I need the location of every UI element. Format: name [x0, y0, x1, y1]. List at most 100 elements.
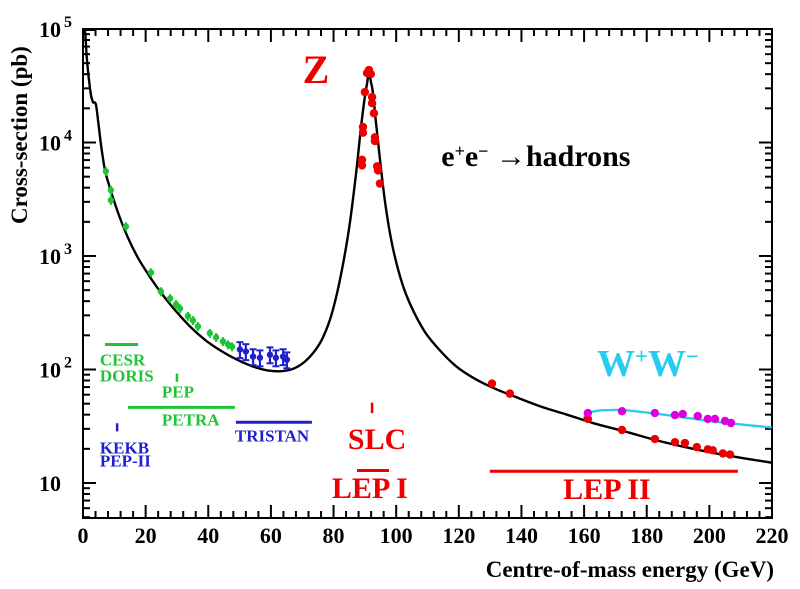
doris-label: DORIS: [99, 366, 154, 386]
data-point: [357, 161, 367, 170]
petra-label: PETRA: [161, 410, 220, 430]
data-point: [367, 98, 377, 108]
svg-text:220: 220: [756, 523, 789, 548]
z-resonance-label: Z: [302, 46, 330, 92]
svg-text:2: 2: [64, 355, 72, 372]
data-point: [670, 410, 680, 420]
svg-text:10: 10: [39, 471, 61, 496]
lep-slc-data-red: [357, 65, 735, 459]
svg-text:4: 4: [64, 128, 72, 145]
svg-text:0: 0: [78, 523, 89, 548]
x-axis-title: Centre-of-mass energy (GeV): [485, 557, 774, 582]
data-point: [242, 348, 250, 355]
data-point: [366, 69, 376, 79]
data-point: [369, 109, 379, 118]
data-point: [206, 329, 214, 337]
data-point: [172, 301, 180, 308]
data-point: [650, 434, 660, 444]
low-energy-data-green: [102, 167, 236, 352]
ww-label: W+W−: [596, 342, 699, 385]
data-point: [283, 356, 291, 363]
svg-text:200: 200: [693, 523, 726, 548]
data-point: [617, 407, 627, 416]
svg-text:10: 10: [39, 244, 61, 269]
data-point: [166, 295, 174, 302]
svg-text:5: 5: [64, 14, 72, 31]
data-point: [703, 414, 712, 424]
pep-label: PEP: [161, 382, 195, 402]
axis-ticks: [82, 29, 773, 519]
data-point: [617, 425, 627, 435]
svg-text:140: 140: [505, 523, 538, 548]
data-point: [693, 411, 702, 421]
data-point: [266, 351, 274, 358]
data-point: [583, 408, 593, 418]
data-point: [505, 389, 515, 398]
y-axis-title: Cross-section (pb): [7, 46, 32, 224]
data-point: [375, 179, 385, 188]
svg-text:10: 10: [39, 17, 61, 42]
data-point: [107, 186, 115, 194]
data-point: [725, 450, 735, 459]
svg-text:3: 3: [64, 241, 72, 258]
data-point: [360, 87, 370, 97]
data-point: [102, 168, 110, 175]
data-point: [583, 414, 593, 424]
data-point: [272, 354, 280, 361]
svg-text:100: 100: [380, 523, 413, 548]
tristan-data-blue: [236, 341, 291, 370]
data-point: [107, 197, 115, 204]
data-point: [367, 92, 377, 102]
svg-text:180: 180: [630, 523, 663, 548]
lep1-label: LEP I: [331, 471, 408, 505]
data-point: [487, 379, 497, 388]
data-point: [219, 338, 227, 345]
data-point: [678, 409, 687, 419]
data-point: [228, 343, 236, 350]
range-markers: [104, 343, 738, 473]
data-point: [122, 223, 130, 230]
plot-frame: [82, 28, 773, 519]
data-point: [370, 136, 380, 146]
slc-label: SLC: [347, 423, 407, 457]
svg-text:20: 20: [135, 523, 157, 548]
data-point: [692, 442, 702, 452]
data-point: [710, 414, 720, 424]
data-point: [194, 323, 202, 330]
data-point: [358, 128, 368, 137]
svg-text:10: 10: [39, 131, 61, 156]
data-point: [373, 166, 383, 175]
process-label: e+e− →hadrons: [441, 140, 631, 173]
data-point: [256, 354, 264, 361]
svg-text:80: 80: [323, 523, 345, 548]
pep2-label: PEP-II: [99, 451, 151, 471]
data-point: [726, 418, 736, 428]
ww-data-magenta: [583, 407, 736, 428]
data-point: [670, 437, 680, 447]
data-point: [157, 288, 165, 295]
data-point: [176, 305, 184, 312]
tristan-label: TRISTAN: [234, 426, 310, 446]
lep2-label: LEP II: [563, 472, 651, 506]
data-point: [236, 346, 244, 353]
data-point: [249, 353, 257, 360]
data-point: [189, 317, 197, 324]
svg-text:10: 10: [39, 358, 61, 383]
x-tick-labels: 0 20 40 60 80 100 120 140 160 180 200 220: [78, 523, 789, 548]
data-point: [650, 408, 660, 418]
kekb-label: KEKB: [99, 438, 150, 458]
data-point: [147, 269, 155, 276]
svg-text:120: 120: [442, 523, 475, 548]
cesr-label: CESR: [99, 350, 146, 370]
svg-text:60: 60: [260, 523, 282, 548]
data-point: [184, 312, 192, 320]
data-point: [680, 438, 690, 448]
svg-text:160: 160: [568, 523, 601, 548]
data-point: [718, 449, 728, 458]
data-point: [212, 334, 220, 341]
data-point: [708, 446, 718, 455]
svg-text:40: 40: [197, 523, 219, 548]
